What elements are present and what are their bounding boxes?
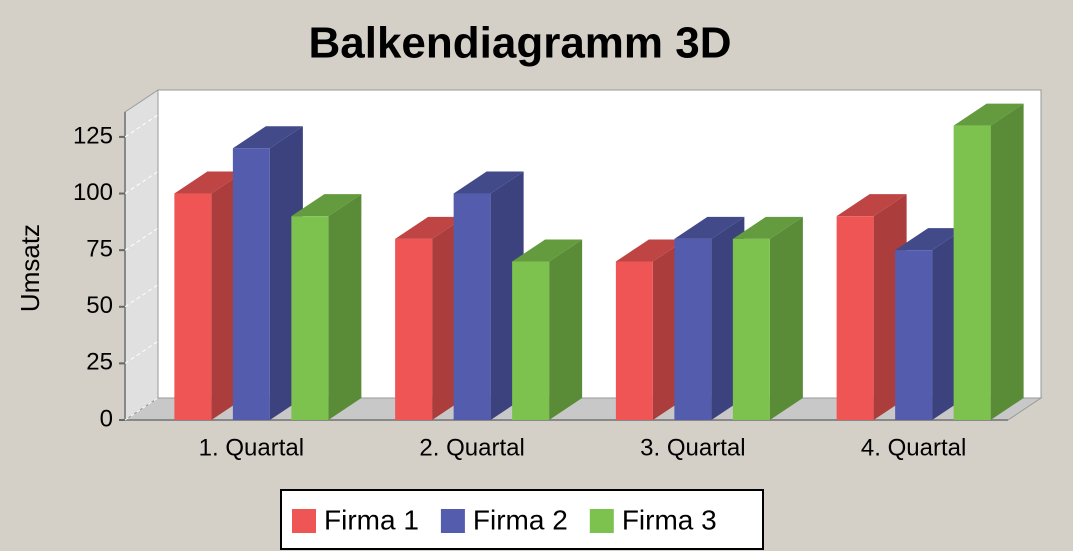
bar-top [895,228,966,251]
y-tick-label: 25 [86,349,113,376]
bar-top [615,239,686,262]
bar-top [836,194,907,217]
bar-top [512,239,583,262]
y-tick-label: 75 [86,235,113,262]
bar [953,125,991,421]
bar-side [769,216,803,420]
legend-label: Firma 1 [324,504,419,535]
bar [895,250,933,420]
bar [674,238,712,420]
x-tick-label: 2. Quartal [419,434,524,461]
bar [615,261,653,420]
y-tick-label: 100 [73,179,113,206]
legend [280,489,764,550]
bar-side [549,239,583,420]
y-axis-label: Umsatz [15,224,45,312]
bar [512,261,550,420]
y-tick-label: 0 [100,405,113,432]
bar-top [732,216,803,239]
bar-top [291,194,362,217]
bar-top [453,171,524,194]
bar [836,216,874,420]
x-tick-label: 4. Quartal [861,434,966,461]
legend-swatch [589,509,614,533]
bar-top [674,216,745,239]
y-tick-label: 125 [73,122,113,149]
bar [395,238,433,420]
legend-label: Firma 3 [622,504,717,535]
legend-swatch [292,509,316,533]
chart-title: Balkendiagramm 3D [308,19,731,68]
bar [232,148,270,420]
bar [174,193,212,420]
bar-side [990,103,1024,421]
bar-side [328,194,362,420]
bar-top [174,171,245,194]
bar [732,238,770,420]
y-tick-label: 50 [86,292,113,319]
bar-top [395,216,466,239]
bar-top [953,103,1024,126]
side-wall [124,89,159,421]
x-tick-label: 1. Quartal [199,434,304,461]
bar [291,216,329,420]
legend-swatch [440,509,465,533]
x-tick-label: 3. Quartal [640,434,745,461]
bar-top [232,126,303,149]
legend-label: Firma 2 [473,504,568,535]
bar [453,193,491,420]
